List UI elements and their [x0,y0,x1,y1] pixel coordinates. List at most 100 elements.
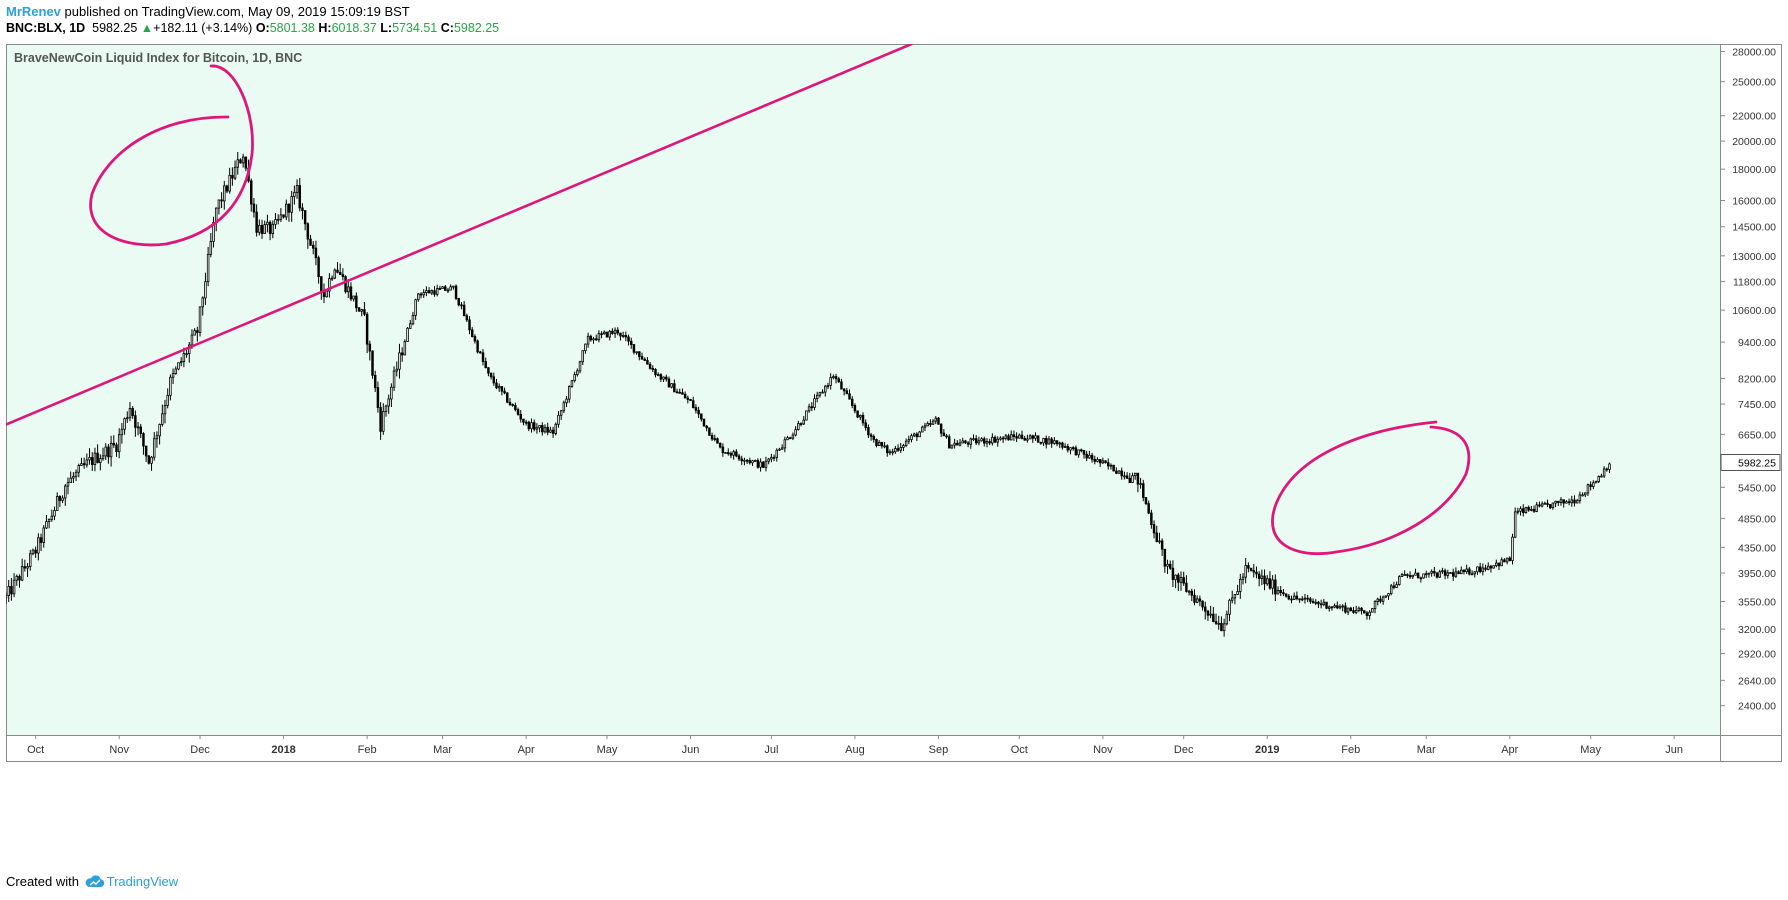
candle-body [751,460,754,464]
candle-body [1465,568,1468,573]
candle-body [1260,575,1264,579]
candle-body [1144,497,1148,505]
candle-body [1198,598,1202,602]
candle-body [1306,597,1309,600]
candle-body [508,401,512,405]
candle-body [1012,434,1016,437]
candle-body [786,437,789,441]
candle-body [1085,453,1088,459]
candle-body [778,448,781,451]
y-tick-label: 2400.00 [1738,701,1776,713]
high-value: 6018.37 [331,21,377,35]
ohlc-line: BNC:BLX, 1D 5982.25 ▲+182.11 (+3.14%) O:… [6,21,499,35]
y-tick-label: 10600.00 [1732,305,1776,317]
candle-body [1109,464,1113,467]
candle-body [481,352,485,362]
candle-body [239,159,242,164]
candle-body [1298,598,1301,601]
candle-body [484,361,487,369]
candle-body [1133,472,1137,477]
y-tick-label: 13000.00 [1732,251,1776,263]
candle-body [1540,503,1544,507]
candle-body [832,376,835,379]
change-up-icon: ▲ [140,21,154,35]
candle-body [1212,613,1215,622]
candle-body [66,482,70,487]
candle-body [681,392,684,395]
y-tick-label: 28000.00 [1732,47,1776,59]
candle-body [1600,475,1603,478]
candle-body [810,406,814,409]
candle-body [1257,573,1261,579]
candle-body [600,333,603,336]
candle-body [258,224,261,233]
candle-body [915,433,919,438]
candle-body [1387,593,1390,597]
candle-body [1565,501,1568,504]
candle-body [330,277,334,280]
candle-body [632,344,636,353]
candle-body [69,477,72,484]
tradingview-cloud-icon [85,875,104,887]
candle-body [1004,435,1008,439]
candle-body [597,333,601,341]
candle-body [325,290,328,298]
candle-body [1481,567,1485,573]
candle-body [794,429,797,436]
candle-body [492,376,496,384]
candle-body [926,423,929,427]
low-value: 5734.51 [392,21,438,35]
candle-body [1573,499,1576,504]
candle-body [217,199,221,209]
candle-body [724,452,727,454]
candle-body [1330,606,1334,609]
candle-body [1592,482,1595,487]
candle-body [489,372,493,378]
x-tick-label: Mar [433,744,452,756]
candle-body [1088,454,1091,459]
candle-body [1182,577,1185,584]
candle-body [23,566,27,569]
peak-circle [89,64,254,247]
candle-body [1360,607,1363,612]
candle-body [557,414,560,425]
candle-body [921,426,924,433]
candle-body [584,343,587,352]
candle-body [966,442,970,445]
candle-body [155,435,159,440]
candle-body [1139,483,1142,485]
candle-body [427,290,431,294]
price-chart[interactable]: BraveNewCoin Liquid Index for Bitcoin, 1… [6,44,1782,864]
candle-body [126,417,129,420]
candle-body [387,398,390,407]
candle-body [422,292,425,296]
author-link[interactable]: MrRenev [6,4,61,19]
candle-body [1371,608,1374,613]
candle-body [1478,566,1482,573]
candle-body [1451,572,1455,577]
chart-container[interactable]: BraveNewCoin Liquid Index for Bitcoin, 1… [6,44,1782,864]
candle-body [1061,442,1064,448]
y-tick-label: 3950.00 [1738,568,1776,580]
y-tick-label: 6650.00 [1738,429,1776,441]
candle-body [648,363,652,369]
candle-body [1036,435,1040,443]
candle-body [1441,570,1444,573]
candle-body [1217,622,1220,625]
candle-body [1284,593,1288,597]
candle-body [1018,434,1021,439]
candle-body [592,338,595,341]
candle-body [1301,598,1304,601]
candle-body [638,351,641,357]
candle-body [791,434,795,439]
high-label: H: [318,21,332,35]
candle-body [58,496,62,501]
candle-body [568,386,571,400]
tradingview-link[interactable]: TradingView [106,874,179,889]
candle-body [659,374,663,380]
candle-body [7,585,10,596]
candle-body [1096,459,1099,462]
candle-body [31,549,35,555]
candle-body [169,376,172,396]
rally-circle [1271,420,1471,556]
